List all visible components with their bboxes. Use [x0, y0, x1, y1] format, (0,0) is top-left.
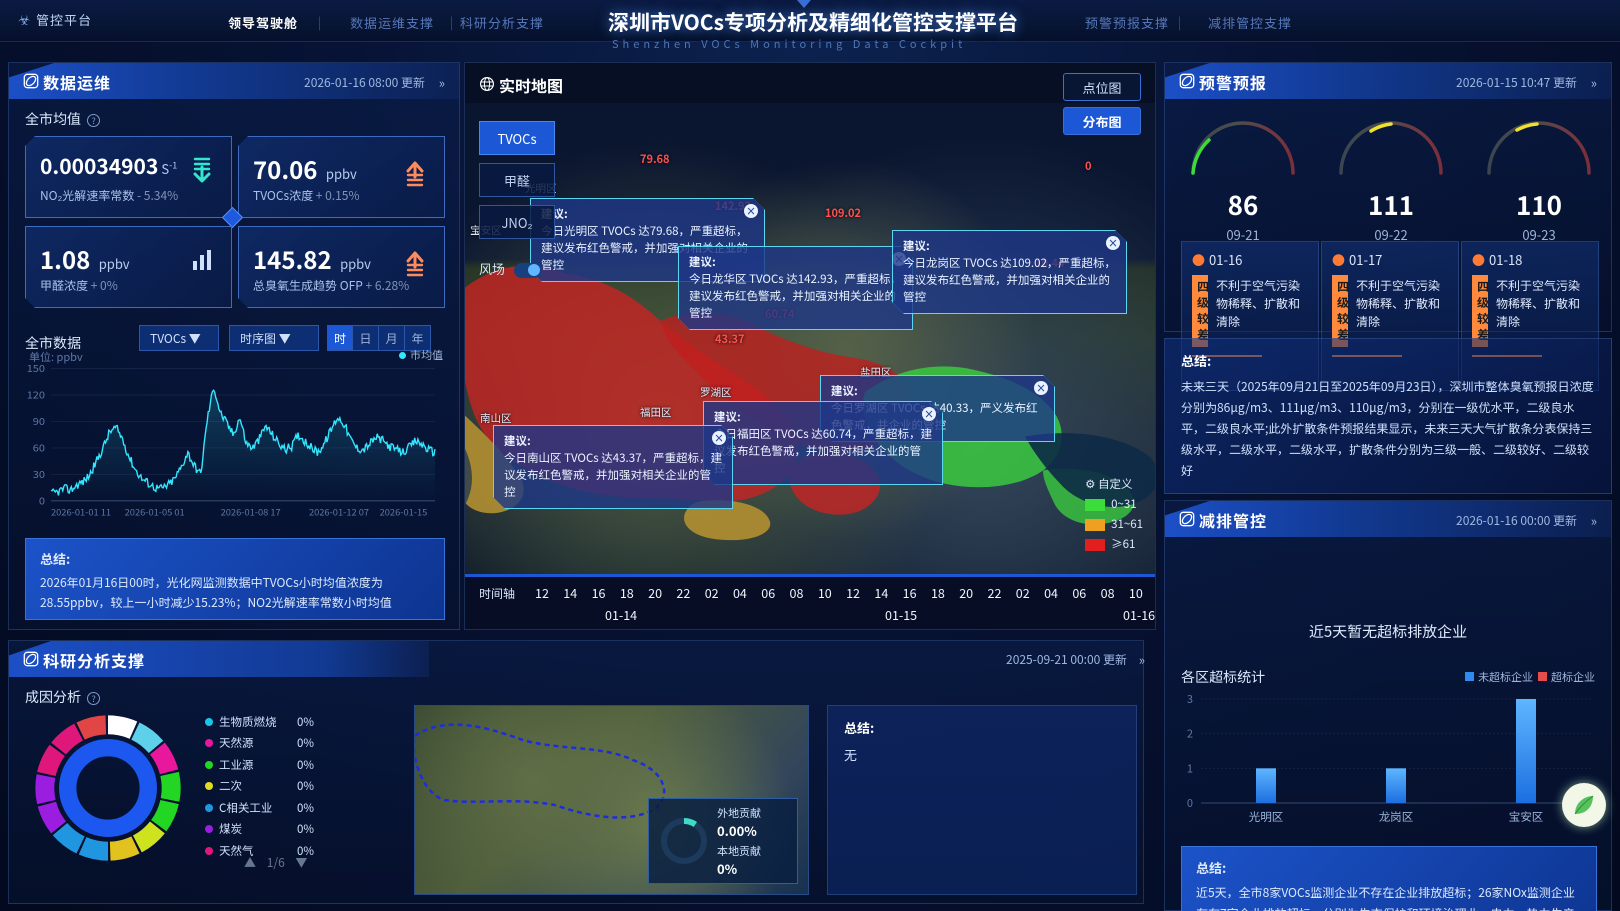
svg-text:90: 90: [33, 415, 45, 429]
svg-text:2026-01-15: 2026-01-15: [380, 506, 428, 518]
svg-text:30: 30: [33, 468, 45, 482]
svg-text:2: 2: [1187, 726, 1193, 742]
svg-text:2026-01-12 07: 2026-01-12 07: [309, 506, 369, 518]
svg-text:龙岗区: 龙岗区: [1379, 809, 1414, 825]
svg-text:0: 0: [1187, 795, 1193, 811]
svg-text:120: 120: [27, 388, 45, 402]
svg-text:0: 0: [39, 494, 45, 508]
svg-text:150: 150: [27, 363, 45, 376]
svg-text:宝安区: 宝安区: [1509, 809, 1544, 825]
svg-text:3: 3: [1187, 693, 1193, 707]
svg-text:1: 1: [1187, 760, 1193, 776]
svg-text:60: 60: [33, 441, 45, 455]
svg-text:光明区: 光明区: [1249, 809, 1284, 825]
svg-text:2026-01-05 01: 2026-01-05 01: [125, 506, 185, 518]
svg-text:2026-01-08 17: 2026-01-08 17: [221, 506, 281, 518]
svg-text:2026-01-01 11: 2026-01-01 11: [51, 506, 111, 518]
